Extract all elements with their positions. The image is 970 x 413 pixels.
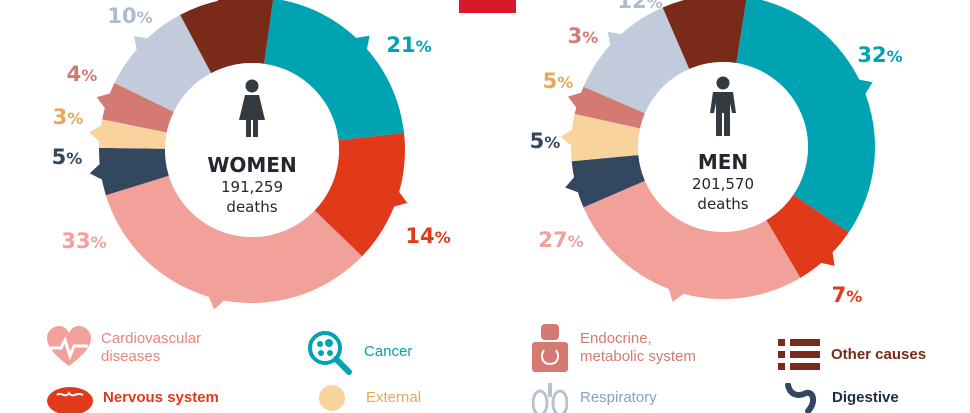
slice-respiratory bbox=[583, 7, 690, 114]
slice-pointer-digestive bbox=[565, 175, 581, 194]
slice-label-nervous: 7% bbox=[832, 283, 863, 307]
center-group-label: MEN bbox=[698, 150, 748, 174]
legend-cancer-label: Cancer bbox=[364, 343, 413, 360]
legend-cardiovascular-label: Cardiovascular diseases bbox=[101, 330, 202, 365]
legend-respiratory-label: Respiratory bbox=[580, 389, 657, 406]
center-death-count: 191,259 bbox=[221, 178, 283, 196]
donut-hole bbox=[638, 62, 808, 232]
legend-digestive: Digestive bbox=[784, 383, 899, 413]
slice-pointer-cardiovascular bbox=[668, 286, 686, 303]
slice-label-cancer: 32% bbox=[857, 43, 902, 67]
center-unit-label: deaths bbox=[697, 195, 748, 213]
slice-pointer-cardiovascular bbox=[208, 294, 227, 310]
legend-nervous-label: Nervous system bbox=[103, 389, 219, 406]
legend-endocrine-label: Endocrine, metabolic system bbox=[580, 330, 696, 365]
slice-digestive bbox=[99, 147, 169, 196]
slice-cancer bbox=[264, 0, 405, 141]
legend-external-label: External bbox=[366, 389, 422, 406]
slice-endocrine bbox=[574, 86, 645, 129]
legend-nervous: Nervous system bbox=[45, 383, 219, 413]
header-tab bbox=[459, 0, 516, 13]
center-unit-label: deaths bbox=[226, 198, 277, 216]
legend-external: External bbox=[318, 383, 421, 413]
slice-other bbox=[180, 0, 274, 74]
slice-label-endocrine: 3% bbox=[568, 24, 599, 48]
slice-nervous bbox=[314, 132, 405, 257]
slice-label-cancer: 21% bbox=[386, 33, 431, 57]
slice-label-cardiovascular: 33% bbox=[61, 229, 106, 253]
slice-pointer-digestive bbox=[89, 162, 105, 181]
slice-pointer-nervous bbox=[818, 249, 835, 266]
slice-label-external: 5% bbox=[543, 69, 574, 93]
slice-pointer-external bbox=[560, 128, 575, 147]
man-icon bbox=[710, 76, 736, 136]
heart-icon bbox=[47, 326, 91, 366]
lungs-icon bbox=[532, 383, 568, 413]
slice-label-respiratory: 12% bbox=[617, 0, 662, 13]
slice-digestive bbox=[571, 154, 645, 208]
slice-pointer-external bbox=[88, 124, 104, 143]
slice-pointer-endocrine bbox=[567, 92, 584, 110]
legend-respiratory: Respiratory bbox=[532, 383, 657, 413]
list-icon bbox=[778, 339, 820, 370]
slice-respiratory bbox=[114, 14, 212, 112]
slice-label-nervous: 14% bbox=[405, 224, 450, 248]
slice-pointer-nervous bbox=[391, 189, 408, 208]
slice-label-endocrine: 4% bbox=[67, 62, 98, 86]
center-group-label: WOMEN bbox=[207, 153, 296, 177]
slice-pointer-respiratory bbox=[607, 31, 624, 48]
slice-label-cardiovascular: 27% bbox=[538, 228, 583, 252]
slice-pointer-cancer bbox=[353, 35, 370, 52]
legend-other-label: Other causes bbox=[831, 346, 927, 363]
endocrine-icon bbox=[532, 324, 568, 372]
legend-endocrine: Endocrine, metabolic system bbox=[532, 324, 696, 372]
slice-label-digestive: 5% bbox=[52, 145, 83, 169]
legend-digestive-label: Digestive bbox=[832, 389, 899, 406]
donut-hole bbox=[165, 63, 339, 237]
legend-cardiovascular: Cardiovascular diseases bbox=[45, 324, 201, 372]
slice-cardiovascular bbox=[105, 175, 363, 303]
slice-external bbox=[99, 119, 167, 149]
slice-pointer-cancer bbox=[856, 79, 873, 96]
slice-external bbox=[571, 113, 641, 162]
legend-cancer: Cancer bbox=[306, 329, 412, 375]
legend-other: Other causes bbox=[778, 338, 926, 372]
slice-other bbox=[662, 0, 747, 69]
stomach-icon bbox=[785, 383, 816, 413]
slice-nervous bbox=[766, 194, 849, 278]
brain-icon bbox=[47, 387, 93, 413]
slice-pointer-respiratory bbox=[134, 36, 150, 52]
cancer-cell-icon bbox=[308, 331, 352, 375]
slice-pointer-endocrine bbox=[96, 92, 113, 111]
slice-endocrine bbox=[102, 82, 174, 133]
center-death-count: 201,570 bbox=[692, 175, 754, 193]
slice-cancer bbox=[736, 0, 875, 233]
slice-cardiovascular bbox=[583, 180, 801, 299]
slice-label-respiratory: 10% bbox=[107, 4, 152, 28]
slice-pointer-other bbox=[216, 0, 235, 4]
slice-label-digestive: 5% bbox=[530, 129, 561, 153]
external-icon bbox=[319, 385, 345, 411]
slice-label-external: 3% bbox=[53, 105, 84, 129]
woman-icon bbox=[239, 79, 265, 137]
